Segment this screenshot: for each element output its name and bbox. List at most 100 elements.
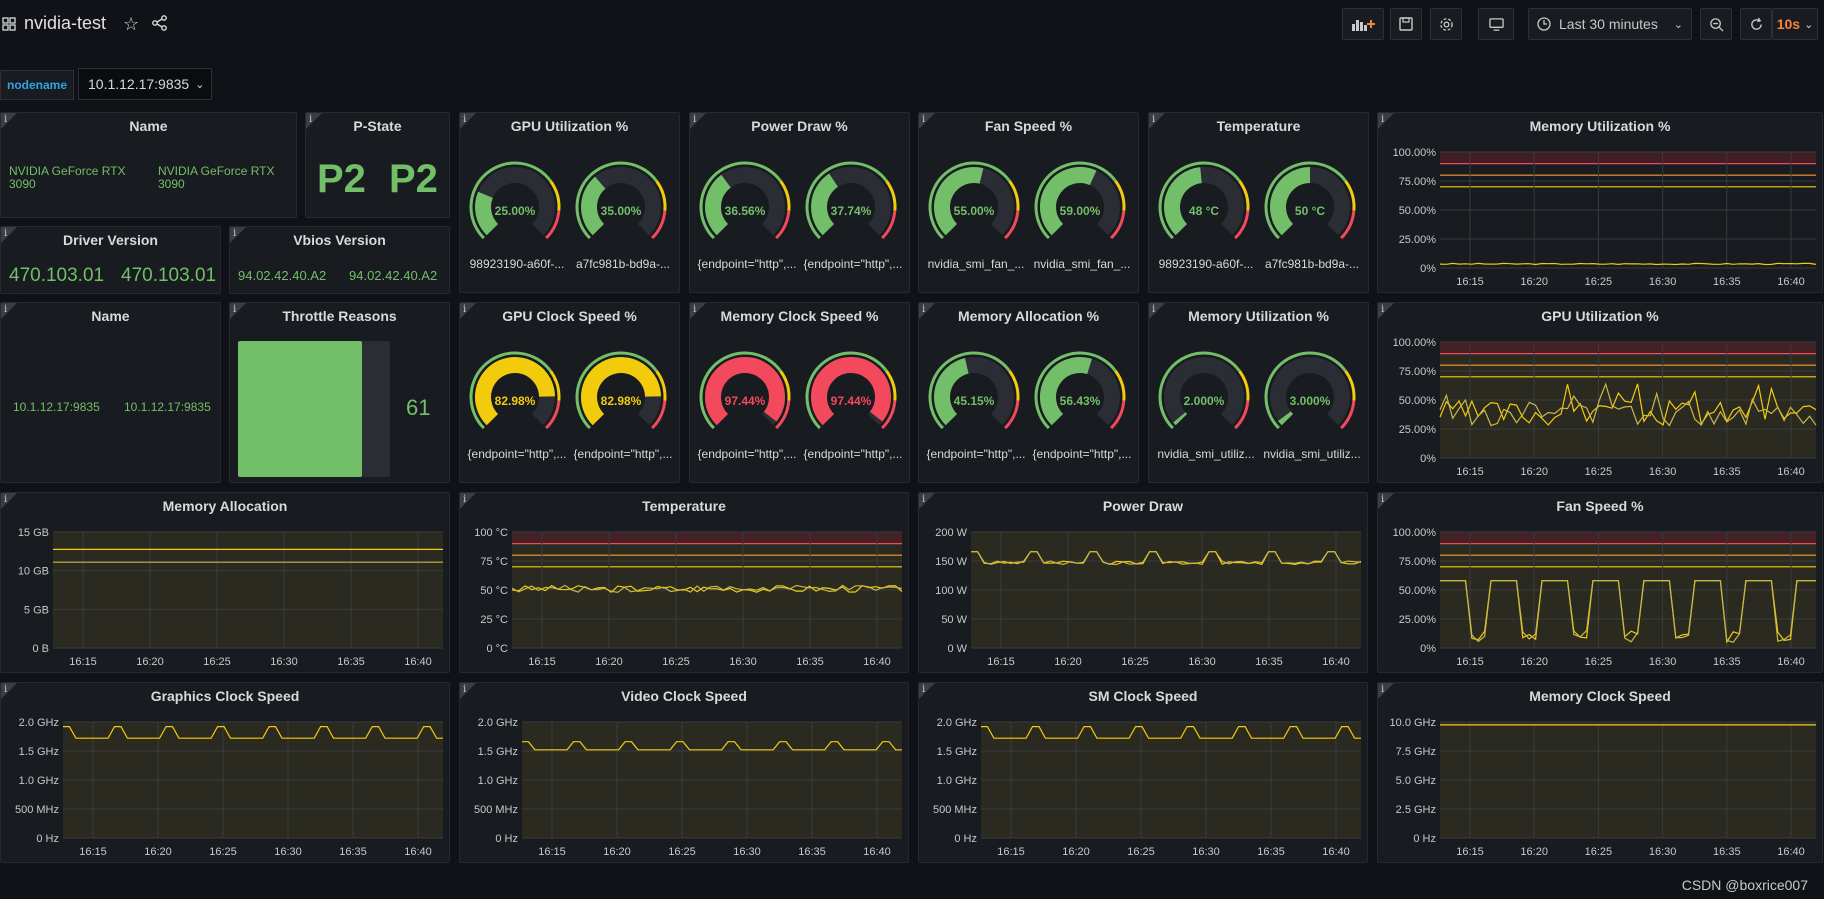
y-tick-label: 500 MHz	[933, 804, 977, 816]
y-tick-label: 25.00%	[1399, 234, 1437, 246]
x-tick-label: 16:35	[1255, 656, 1283, 668]
panel-timeseries: i GPU Utilization % 100.00% 75.00% 50.00% 25…	[1377, 302, 1823, 483]
info-icon[interactable]: i	[233, 228, 237, 239]
info-icon[interactable]: i	[1381, 684, 1385, 695]
info-icon[interactable]: i	[922, 114, 926, 125]
gauge-fill	[1040, 167, 1097, 236]
timeseries-svg: 2.0 GHz 1.5 GHz 1.0 GHz 500 MHz 0 Hz 16:15 16:…	[15, 717, 443, 858]
star-icon[interactable]: ☆	[123, 14, 140, 34]
y-tick-label: 0 Hz	[954, 833, 977, 845]
info-icon[interactable]: i	[1381, 304, 1385, 315]
info-icon[interactable]: i	[922, 494, 926, 505]
y-tick-label: 2.0 GHz	[478, 717, 518, 729]
info-icon[interactable]: i	[4, 494, 8, 505]
apps-grid-icon[interactable]	[2, 17, 16, 31]
y-tick-label: 500 MHz	[474, 804, 518, 816]
y-tick-label: 0 B	[32, 643, 49, 655]
dashboard-settings-button[interactable]	[1430, 8, 1462, 40]
zoom-out-button[interactable]	[1700, 8, 1732, 40]
info-icon[interactable]: i	[922, 684, 926, 695]
gauge-value: 45.15%	[954, 394, 995, 408]
info-icon[interactable]: i	[463, 684, 467, 695]
stat-value: 470.103.01	[121, 265, 217, 286]
info-icon[interactable]: i	[693, 304, 697, 315]
x-tick-label: 16:35	[796, 656, 824, 668]
info-icon[interactable]: i	[463, 304, 467, 315]
gauge-series-label: {endpoint="http",...	[697, 447, 797, 461]
timeseries-svg: 100.00% 75.00% 50.00% 25.00% 0% 16:15 16:20 16:…	[1393, 337, 1817, 478]
x-tick-label: 16:35	[337, 656, 365, 668]
info-icon[interactable]: i	[463, 494, 467, 505]
panel-pstate: i P-State P2 P2	[305, 112, 450, 218]
timeseries-svg: 2.0 GHz 1.5 GHz 1.0 GHz 500 MHz 0 Hz 16:15 16:…	[933, 717, 1361, 858]
x-tick-label: 16:20	[1520, 466, 1548, 478]
panel-timeseries: i Video Clock Speed 2.0 GHz 1.5 GHz 1.0 GHz…	[459, 682, 909, 863]
y-tick-label: 2.0 GHz	[937, 717, 977, 729]
info-icon[interactable]: i	[463, 114, 467, 125]
dashboard-title[interactable]: nvidia-test	[24, 13, 107, 33]
y-tick-label: 1.0 GHz	[478, 775, 518, 787]
gauge-fill	[705, 357, 785, 426]
gauge-threshold-arc	[779, 180, 791, 211]
gauge-series-label: nvidia_smi_fan_...	[1033, 257, 1131, 271]
panel-title: Fan Speed %	[1556, 498, 1644, 514]
panel-gauge: i Memory Utilization % 2.000% 3.000% nvidia…	[1148, 302, 1369, 483]
info-icon[interactable]: i	[4, 684, 8, 695]
info-icon[interactable]: i	[4, 304, 8, 315]
gauge-value: 97.44%	[831, 394, 872, 408]
x-tick-label: 16:25	[662, 656, 690, 668]
variable-select-nodename[interactable]: 10.1.12.17:9835 ⌄	[78, 68, 212, 100]
info-icon[interactable]: i	[922, 304, 926, 315]
refresh-interval-picker[interactable]: 10s ⌄	[1772, 8, 1818, 40]
gauge-series-label: 98923190-a60f-...	[469, 257, 565, 271]
x-tick-label: 16:25	[203, 656, 231, 668]
y-tick-label: 0%	[1420, 263, 1436, 275]
gauge-value: 59.00%	[1060, 204, 1101, 218]
refresh-button[interactable]	[1740, 8, 1772, 40]
add-panel-button[interactable]	[1342, 8, 1384, 40]
gauge-fill	[1270, 167, 1311, 236]
x-tick-label: 16:40	[1777, 276, 1805, 288]
info-icon[interactable]: i	[693, 114, 697, 125]
info-icon[interactable]: i	[309, 114, 313, 125]
info-icon[interactable]: i	[1381, 114, 1385, 125]
gauge-fill	[811, 173, 839, 236]
y-tick-label: 10 GB	[18, 566, 49, 578]
x-tick-label: 16:30	[1192, 846, 1220, 858]
y-tick-label: 500 MHz	[15, 804, 59, 816]
gauge-threshold-arc	[1158, 161, 1241, 240]
info-icon[interactable]: i	[1381, 494, 1385, 505]
x-tick-label: 16:40	[404, 656, 432, 668]
top-bar: nvidia-test ☆ Last 30 minutes ⌄ 10s ⌄	[0, 0, 1824, 48]
x-tick-label: 16:25	[1585, 466, 1613, 478]
info-icon[interactable]: i	[4, 228, 8, 239]
panel-title: Driver Version	[63, 232, 158, 248]
info-icon[interactable]: i	[1152, 114, 1156, 125]
timeseries-svg: 100 °C 75 °C 50 °C 25 °C 0 °C 16:15 16:20 16:25…	[474, 527, 903, 668]
gauge-threshold-arc	[1110, 400, 1126, 430]
gauge-threshold-arc	[1158, 351, 1241, 430]
info-icon[interactable]: i	[4, 114, 8, 125]
panel-title: P-State	[353, 118, 402, 134]
panel-vbios-version: i Vbios Version 94.02.42.40.A2 94.02.42.…	[229, 226, 450, 294]
save-dashboard-button[interactable]	[1390, 8, 1422, 40]
info-icon[interactable]: i	[1152, 304, 1156, 315]
gauge-svg: 2.000% 3.000%	[1158, 351, 1356, 430]
tv-mode-button[interactable]	[1478, 8, 1514, 40]
gauge-series-label: {endpoint="http",...	[467, 447, 567, 461]
x-tick-label: 16:30	[1649, 466, 1677, 478]
panel-gauge: i GPU Clock Speed % 82.98% 82.98% {endpoint…	[459, 302, 680, 483]
stat-value: P2	[389, 157, 438, 201]
panel-timeseries: i Memory Utilization % 100.00% 75.00% 50.00…	[1377, 112, 1823, 293]
monitor-icon	[1488, 17, 1504, 31]
gauge-value: 56.43%	[1060, 394, 1101, 408]
x-tick-label: 16:35	[798, 846, 826, 858]
y-tick-label: 75.00%	[1399, 366, 1437, 378]
gauge-series-label: a7fc981b-bd9a-...	[1264, 257, 1360, 271]
gear-icon	[1439, 17, 1453, 31]
watermark-text: CSDN @boxrice007	[1681, 877, 1808, 893]
share-icon[interactable]	[152, 15, 168, 31]
time-range-picker[interactable]: Last 30 minutes ⌄	[1528, 8, 1692, 40]
x-tick-label: 16:20	[1520, 276, 1548, 288]
info-icon[interactable]: i	[233, 304, 237, 315]
